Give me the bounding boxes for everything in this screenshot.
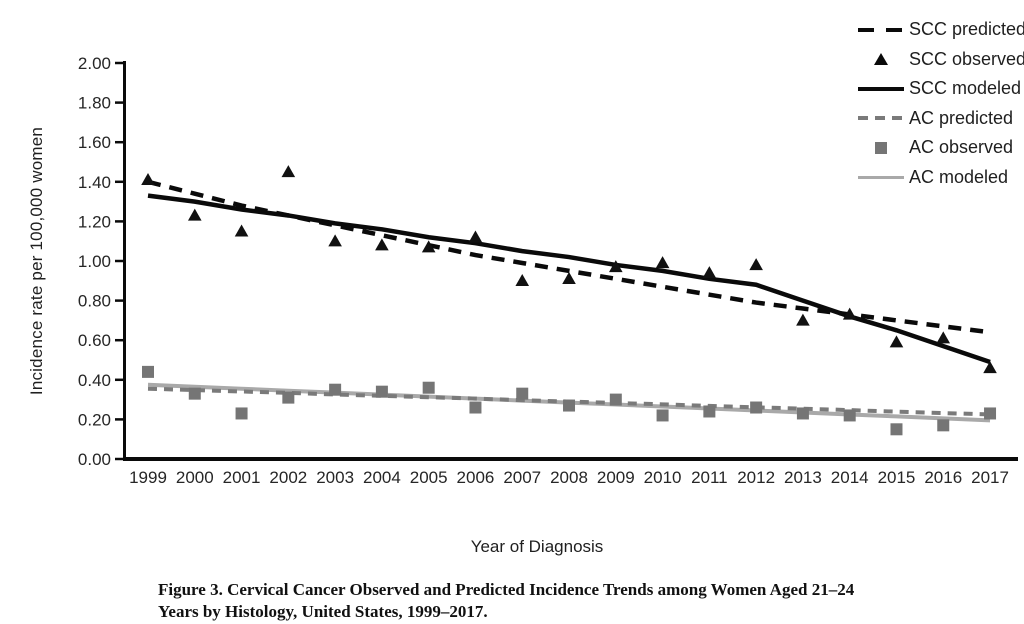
y-tick-label: 0.20: [78, 410, 111, 429]
legend-label: AC modeled: [909, 166, 1009, 187]
x-tick-label: 2015: [878, 468, 916, 487]
legend-item-ac-modeled: AC modeled: [858, 163, 1024, 193]
legend-label: SCC predicted: [909, 19, 1024, 40]
figure-caption-line1: Figure 3. Cervical Cancer Observed and P…: [158, 580, 855, 599]
series-scc-observed: [141, 165, 997, 374]
x-tick-label: 2007: [503, 468, 541, 487]
x-tick-label: 2011: [691, 468, 728, 487]
y-tick-label: 0.00: [78, 450, 111, 469]
legend-item-scc-modeled: SCC modeled: [858, 74, 1024, 104]
legend-label: AC observed: [909, 137, 1014, 158]
dashed-line-icon: [858, 27, 904, 32]
legend-item-scc-predicted: SCC predicted: [858, 15, 1024, 45]
x-tick-label: 2013: [784, 468, 822, 487]
figure-caption: Figure 3. Cervical Cancer Observed and P…: [158, 579, 854, 623]
x-tick-label: 2006: [457, 468, 495, 487]
legend-label: SCC modeled: [909, 78, 1022, 99]
y-tick-label: 0.80: [78, 292, 111, 311]
series-ac-observed: [142, 365, 997, 436]
x-tick-label: 2004: [363, 468, 401, 487]
x-tick-label: 2010: [644, 468, 682, 487]
legend-label: SCC observed: [909, 48, 1024, 69]
y-tick-label: 1.80: [78, 94, 111, 113]
x-tick-label: 2008: [550, 468, 588, 487]
x-axis-title: Year of Diagnosis: [470, 537, 604, 556]
x-tick-label: 2003: [316, 468, 354, 487]
figure-caption-line2: Years by Histology, United States, 1999–…: [158, 602, 488, 621]
chart-legend: SCC predicted SCC observed SCC modeled A…: [858, 15, 1024, 192]
legend-item-ac-predicted: AC predicted: [858, 104, 1024, 134]
y-tick-label: 1.60: [78, 133, 111, 152]
x-tick-label: 2005: [410, 468, 448, 487]
x-tick-label: 2017: [971, 468, 1009, 487]
x-tick-label: 2016: [924, 468, 962, 487]
x-tick-label: 2001: [223, 468, 261, 487]
legend-label: AC predicted: [909, 107, 1014, 128]
y-tick-label: 1.40: [78, 173, 111, 192]
y-tick-label: 1.00: [78, 252, 111, 271]
y-axis-title: Incidence rate per 100,000 women: [27, 126, 46, 396]
y-tick-label: 0.60: [78, 331, 111, 350]
x-tick-label: 2014: [831, 468, 869, 487]
x-tick-label: 1999: [129, 468, 167, 487]
triangle-marker-icon: [874, 53, 888, 66]
x-tick-label: 2000: [176, 468, 214, 487]
dashed-line-icon: [858, 116, 904, 121]
solid-line-icon: [858, 86, 904, 91]
solid-line-icon: [858, 175, 904, 179]
legend-item-scc-observed: SCC observed: [858, 45, 1024, 75]
y-tick-label: 2.00: [78, 54, 111, 73]
x-tick-label: 2012: [737, 468, 775, 487]
y-tick-label: 1.20: [78, 212, 111, 231]
y-tick-label: 0.40: [78, 371, 111, 390]
square-marker-icon: [875, 141, 887, 154]
x-tick-label: 2002: [269, 468, 307, 487]
x-tick-label: 2009: [597, 468, 635, 487]
legend-item-ac-observed: AC observed: [858, 133, 1024, 163]
